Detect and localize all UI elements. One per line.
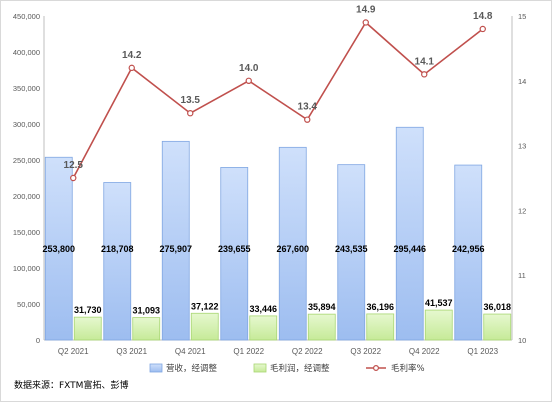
revenue-data-label: 242,956 bbox=[452, 244, 485, 254]
margin-point bbox=[479, 25, 486, 33]
revenue-bar bbox=[103, 182, 132, 341]
margin-data-label: 14.1 bbox=[415, 56, 435, 67]
revenue-bar bbox=[395, 126, 424, 341]
y-right-tick-label: 11 bbox=[518, 271, 526, 280]
margin-line bbox=[72, 21, 484, 179]
gross-profit-data-label: 31,093 bbox=[132, 306, 160, 316]
y-right-tick-label: 10 bbox=[518, 336, 526, 345]
gross-profit-bar bbox=[424, 309, 453, 341]
y-left-tick-label: 0 bbox=[36, 336, 40, 345]
y-left-tick-label: 450,000 bbox=[13, 12, 40, 21]
revenue-data-label: 295,446 bbox=[393, 244, 426, 254]
margin-point bbox=[421, 71, 428, 78]
revenue-bar bbox=[337, 164, 366, 341]
revenue-bar bbox=[278, 146, 307, 341]
revenue-bar bbox=[161, 140, 190, 341]
y-right-tick-label: 15 bbox=[518, 12, 526, 21]
margin-point bbox=[245, 77, 252, 85]
margin-point bbox=[70, 174, 77, 182]
y-left-tick-label: 400,000 bbox=[13, 48, 40, 57]
revenue-data-label: 218,708 bbox=[101, 244, 134, 254]
x-tick-label: Q1 2022 bbox=[233, 347, 264, 356]
x-tick-label: Q1 2023 bbox=[467, 347, 498, 356]
legend-revenue-label: 营收，经调整 bbox=[166, 363, 218, 374]
x-tick-label: Q2 2021 bbox=[58, 347, 89, 356]
revenue-bar bbox=[454, 164, 483, 341]
revenue-data-label: 239,655 bbox=[218, 244, 251, 254]
gross-profit-bar bbox=[366, 313, 395, 341]
gross-profit-data-label: 36,018 bbox=[483, 302, 511, 312]
y-left-tick-label: 150,000 bbox=[13, 228, 40, 237]
margin-data-label: 14.2 bbox=[122, 50, 142, 61]
gross-profit-bar bbox=[132, 317, 161, 341]
margin-data-label: 14.0 bbox=[239, 63, 259, 74]
revenue-bar bbox=[220, 167, 249, 341]
x-tick-label: Q3 2021 bbox=[116, 347, 147, 356]
revenue-data-label: 275,907 bbox=[159, 244, 192, 254]
legend-revenue-swatch bbox=[149, 363, 163, 373]
margin-point bbox=[187, 109, 194, 117]
gross-profit-data-label: 33,446 bbox=[249, 304, 277, 314]
gross-profit-data-label: 41,537 bbox=[425, 298, 453, 308]
revenue-data-label: 253,800 bbox=[42, 244, 75, 254]
revenue-data-label: 243,535 bbox=[335, 244, 368, 254]
margin-data-label: 12.5 bbox=[64, 160, 84, 171]
gross-profit-bar bbox=[249, 315, 278, 341]
gross-profit-bar bbox=[73, 316, 102, 341]
y-left-tick-label: 200,000 bbox=[13, 192, 40, 201]
y-left-tick-label: 100,000 bbox=[13, 264, 40, 273]
gross-profit-bar bbox=[190, 312, 219, 341]
margin-data-label: 14.8 bbox=[473, 11, 493, 22]
gross-profit-bar bbox=[483, 313, 512, 341]
legend-margin-label: 毛利率% bbox=[391, 363, 425, 374]
source-note: 数据来源：FXTM富拓、彭博 bbox=[14, 381, 129, 391]
y-left-tick-label: 350,000 bbox=[13, 84, 40, 93]
gross-profit-data-label: 31,730 bbox=[74, 305, 102, 315]
legend-gross-profit-swatch bbox=[253, 363, 267, 373]
y-right-tick-label: 12 bbox=[518, 206, 526, 215]
margin-data-label: 13.4 bbox=[298, 102, 318, 113]
gross-profit-data-label: 36,196 bbox=[366, 302, 394, 312]
margin-data-label: 13.5 bbox=[181, 95, 201, 106]
y-right-tick-label: 14 bbox=[518, 77, 526, 86]
margin-data-label: 14.9 bbox=[356, 4, 376, 15]
y-left-tick-label: 50,000 bbox=[17, 300, 40, 309]
x-tick-label: Q2 2022 bbox=[292, 347, 323, 356]
gross-profit-data-label: 37,122 bbox=[191, 301, 219, 311]
x-tick-label: Q3 2022 bbox=[350, 347, 381, 356]
revenue-data-label: 267,600 bbox=[276, 244, 309, 254]
y-right-tick-label: 13 bbox=[518, 142, 526, 151]
gross-profit-data-label: 35,894 bbox=[308, 302, 336, 312]
x-tick-label: Q4 2022 bbox=[409, 347, 440, 356]
margin-point bbox=[128, 64, 135, 72]
y-left-tick-label: 250,000 bbox=[13, 156, 40, 165]
legend-margin-marker bbox=[373, 365, 380, 372]
gross-profit-bar bbox=[307, 313, 336, 341]
x-tick-label: Q4 2021 bbox=[175, 347, 206, 356]
revenue-bar bbox=[44, 156, 73, 341]
y-left-tick-label: 300,000 bbox=[13, 120, 40, 129]
legend-gross-profit-label: 毛利润，经调整 bbox=[270, 363, 330, 374]
margin-point bbox=[362, 19, 369, 26]
margin-point bbox=[304, 116, 311, 123]
